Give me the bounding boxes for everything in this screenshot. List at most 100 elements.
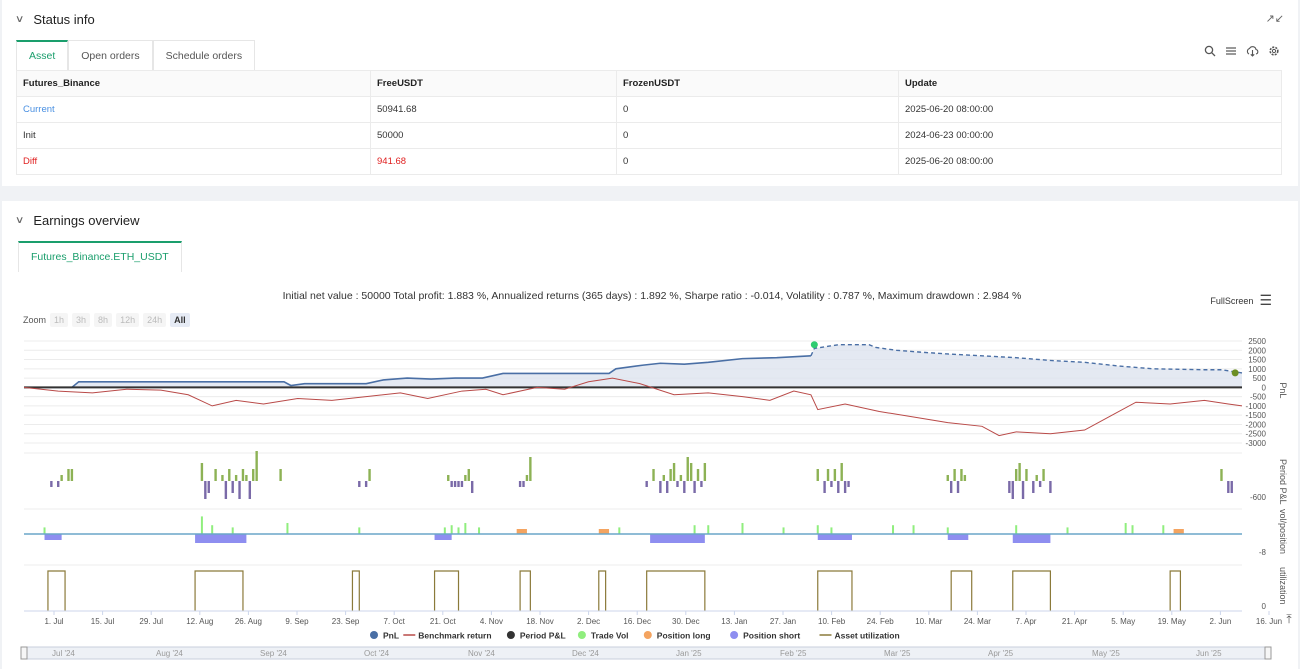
period-pnl-bar <box>50 481 53 487</box>
period-pnl-bar <box>669 469 672 481</box>
pnl-tick-label: 1000 <box>1248 365 1266 374</box>
period-pnl-bar <box>255 451 258 481</box>
navigator-tick-label: Dec '24 <box>572 649 599 658</box>
earnings-chart[interactable]: 25002000150010005000-500-1000-1500-2000-… <box>2 331 1298 669</box>
period-pnl-bar <box>221 475 224 481</box>
period-pnl-bar <box>1220 469 1223 481</box>
tab-open-orders[interactable]: Open orders <box>68 40 153 70</box>
period-pnl-bar <box>1032 481 1035 493</box>
status-info-header[interactable]: ∨ Status info <box>14 12 95 27</box>
col-header[interactable]: FrozenUSDT <box>616 70 899 97</box>
legend-label: Trade Vol <box>591 631 629 641</box>
x-tick-label: 2. Dec <box>577 617 600 626</box>
zoom-all-button[interactable]: All <box>170 313 190 327</box>
navigator-tick-label: Jan '25 <box>676 649 702 658</box>
period-pnl-bar <box>252 469 255 481</box>
position-short-block <box>434 534 452 540</box>
table-tools <box>1204 45 1280 57</box>
zoom-12h-button[interactable]: 12h <box>116 313 140 327</box>
period-pnl-bar <box>703 463 707 481</box>
position-short-block <box>44 534 62 540</box>
x-tick-label: 13. Jan <box>721 617 747 626</box>
scroll-top-icon[interactable]: ⤒ <box>1286 612 1292 626</box>
chevron-down-icon[interactable]: ∨ <box>14 215 25 226</box>
navigator-tick-label: Apr '25 <box>988 649 1014 658</box>
period-pnl-bar <box>840 463 843 481</box>
cloud-download-icon[interactable] <box>1246 45 1259 57</box>
period-pnl-bar <box>245 475 248 481</box>
col-header[interactable]: Futures_Binance <box>16 70 371 97</box>
period-pnl-bar <box>228 469 231 481</box>
vol-axis-label: vol/position <box>1278 509 1288 554</box>
search-icon[interactable] <box>1204 45 1216 57</box>
period-pnl-bar <box>57 481 60 487</box>
legend-symbol <box>577 631 586 639</box>
tab-futures-binance-eth-usdt[interactable]: Futures_Binance.ETH_USDT <box>18 241 182 272</box>
x-tick-label: 16. Dec <box>623 617 651 626</box>
tab-asset[interactable]: Asset <box>16 40 69 70</box>
status-tabs: Asset Open orders Schedule orders <box>16 40 256 70</box>
position-short-block <box>1012 534 1051 543</box>
asset-table: Futures_Binance FreeUSDT FrozenUSDT Upda… <box>16 70 1282 175</box>
legend-item-position-long[interactable]: Position long <box>643 631 711 641</box>
trade-vol-bar <box>464 523 467 534</box>
legend-item-asset-utilization[interactable]: Asset utilization <box>819 631 900 641</box>
period-pnl-bar <box>467 469 470 481</box>
chevron-down-icon[interactable]: ∨ <box>14 14 25 25</box>
period-pnl-bar <box>826 469 830 481</box>
period-pnl-bar <box>1008 481 1011 493</box>
legend-item-pnl[interactable]: PnL <box>370 631 399 641</box>
period-pnl-bar <box>847 481 850 487</box>
legend-label: Position long <box>657 631 711 641</box>
pnl-tick-label: -500 <box>1250 393 1267 402</box>
period-pnl-bar <box>279 469 282 481</box>
zoom-8h-button[interactable]: 8h <box>94 313 113 327</box>
period-pnl-bar <box>963 475 967 481</box>
table-row: Diff 941.68 0 2025-06-20 08:00:00 <box>16 148 1282 175</box>
earnings-overview-header[interactable]: ∨ Earnings overview <box>14 213 140 228</box>
trade-vol-bar <box>1162 525 1165 534</box>
period-pnl-bar <box>1038 481 1042 487</box>
list-icon[interactable] <box>1225 45 1237 57</box>
zoom-3h-button[interactable]: 3h <box>72 313 91 327</box>
free-usdt-cell: 50000 <box>370 122 617 149</box>
period-pnl-bar <box>956 481 960 493</box>
navigator-tick-label: May '25 <box>1092 649 1120 658</box>
legend-item-position-short[interactable]: Position short <box>730 631 800 641</box>
fullscreen-button[interactable]: FullScreen <box>1210 295 1254 306</box>
period-pnl-bar <box>686 457 689 481</box>
navigator-tick-label: Jul '24 <box>52 649 75 658</box>
zoom-1h-button[interactable]: 1h <box>50 313 69 327</box>
period-pnl-bar <box>204 481 207 499</box>
period-pnl-bar <box>248 481 252 499</box>
menu-icon[interactable]: ☰ <box>1259 292 1272 308</box>
period-pnl-bar <box>368 469 371 481</box>
gear-icon[interactable] <box>1268 45 1280 57</box>
trade-vol-bar <box>1124 523 1127 534</box>
period-pnl-bar <box>1011 481 1014 499</box>
legend-item-benchmark-return[interactable]: Benchmark return <box>403 631 492 641</box>
period-pnl-bar <box>1021 481 1025 499</box>
util-axis-label: utilization <box>1278 567 1288 605</box>
col-header[interactable]: FreeUSDT <box>370 70 617 97</box>
position-long-block <box>598 529 610 534</box>
utilization-step <box>950 570 973 611</box>
position-long-block <box>1173 529 1184 534</box>
col-header[interactable]: Update <box>898 70 1282 97</box>
utilization-step <box>47 570 66 611</box>
x-tick-label: 19. May <box>1158 617 1186 626</box>
period-tick-label: -600 <box>1250 493 1267 502</box>
tab-schedule-orders[interactable]: Schedule orders <box>152 40 256 70</box>
legend-item-period-p-l[interactable]: Period P&L <box>506 631 566 641</box>
expand-icon[interactable]: ↗↙ <box>1265 13 1284 25</box>
x-tick-label: 5. May <box>1111 617 1135 626</box>
period-pnl-bar <box>1230 481 1233 493</box>
position-short-block <box>195 534 247 543</box>
period-pnl-bar <box>450 481 453 487</box>
pnl-line <box>24 355 811 389</box>
legend-symbol <box>370 631 378 639</box>
legend-item-trade-vol[interactable]: Trade Vol <box>577 631 629 641</box>
period-pnl-bar <box>525 475 529 481</box>
zoom-24h-button[interactable]: 24h <box>143 313 167 327</box>
frozen-usdt-cell: 0 <box>616 96 899 123</box>
